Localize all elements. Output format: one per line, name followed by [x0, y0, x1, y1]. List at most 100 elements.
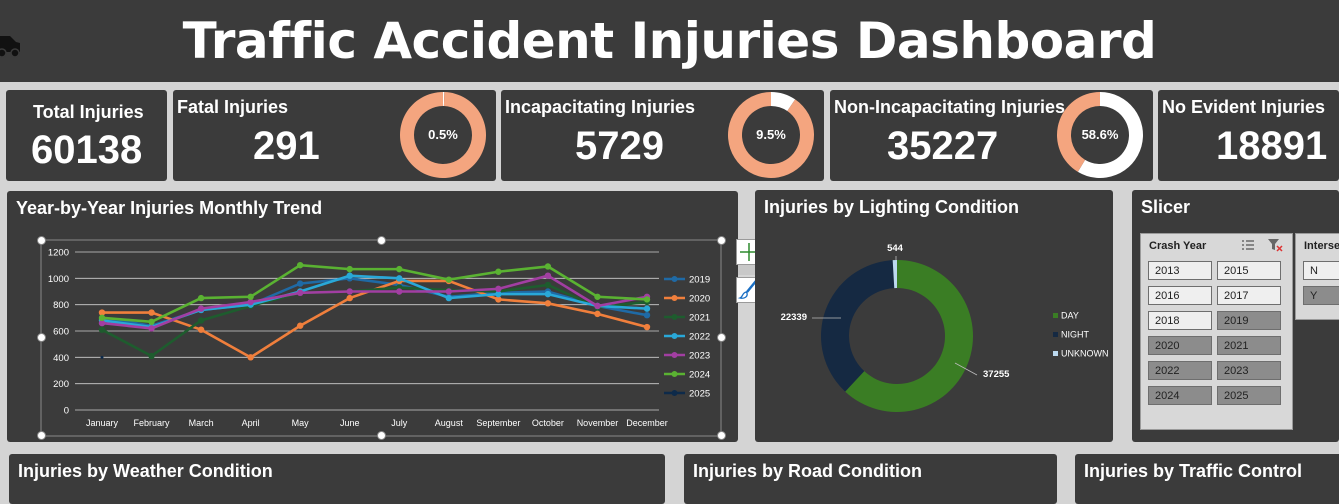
legend-label: 2020: [689, 294, 710, 305]
data-point: [495, 290, 502, 298]
data-point: [296, 322, 304, 329]
resize-handle[interactable]: [717, 236, 726, 245]
legend-marker: [671, 371, 678, 377]
data-point: [346, 288, 353, 295]
legend-marker: [671, 314, 678, 320]
data-point: [346, 272, 353, 279]
data-point: [247, 298, 254, 306]
nonincap-donut: 58.6%: [1057, 92, 1143, 178]
slicer-year-2015[interactable]: 2015: [1217, 261, 1281, 280]
data-point: [148, 325, 155, 332]
slicer-year-2025[interactable]: 2025: [1217, 386, 1281, 405]
resize-handle[interactable]: [717, 431, 726, 440]
trend-title: Year-by-Year Injuries Monthly Trend: [16, 198, 323, 218]
paintbrush-icon: [737, 280, 757, 299]
kpi-noevident-card: No Evident Injuries 18891: [1158, 90, 1339, 181]
data-point: [643, 296, 651, 303]
x-tick-label: June: [340, 418, 360, 428]
fatal-donut: 0.5%: [400, 92, 486, 178]
road-title: Injuries by Road Condition: [693, 461, 922, 481]
resize-handle[interactable]: [377, 431, 386, 440]
slicer-intersection-Y[interactable]: Y: [1303, 286, 1339, 305]
data-point: [98, 314, 106, 322]
slicer-intersection-N[interactable]: N: [1303, 261, 1339, 280]
data-point: [544, 272, 552, 279]
data-label: 37255: [983, 369, 1010, 380]
kpi-total-card: Total Injuries 60138: [6, 90, 167, 181]
traffic-panel: Injuries by Traffic Control: [1075, 454, 1339, 504]
kpi-nonincap-card: Non-Incapacitating Injuries 35227 58.6%: [830, 90, 1153, 181]
trend-chart[interactable]: 0 200 400 600 800 1000 1200 January February Marc…: [37, 238, 737, 438]
legend-marker: [671, 276, 678, 282]
weather-panel: Injuries by Weather Condition: [9, 454, 665, 504]
slicer-year-2022[interactable]: 2022: [1148, 361, 1212, 380]
data-point: [396, 288, 403, 295]
y-tick-label: 600: [53, 327, 69, 338]
data-point: [98, 309, 106, 316]
legend-label: 2023: [689, 351, 710, 362]
resize-handle[interactable]: [37, 333, 46, 342]
legend-marker: [671, 390, 678, 396]
title-bar: Traffic Accident Injuries Dashboard: [0, 0, 1339, 82]
data-point: [544, 300, 552, 307]
data-point: [100, 355, 104, 359]
slicer-year-2018[interactable]: 2018: [1148, 311, 1212, 330]
traffic-title: Injuries by Traffic Control: [1084, 461, 1303, 481]
data-point: [148, 309, 155, 316]
y-tick-label: 0: [64, 406, 69, 417]
data-point: [594, 302, 601, 310]
clear-filter-icon[interactable]: [1267, 238, 1283, 252]
slicer-year-2021[interactable]: 2021: [1217, 336, 1281, 355]
x-tick-label: September: [476, 418, 520, 428]
series-line-2021: [101, 283, 648, 358]
data-point: [445, 276, 453, 283]
slicer-year-2017[interactable]: 2017: [1217, 286, 1281, 305]
series-line-2023: [101, 274, 648, 330]
intersection-slicer[interactable]: Intersection NY: [1295, 233, 1339, 320]
lighting-chart[interactable]: 37255 22339 544 DAY NIGHT UNKNOWN: [755, 232, 1113, 442]
weather-title: Injuries by Weather Condition: [18, 461, 273, 481]
kpi-total-value: 60138: [31, 128, 143, 172]
slicer-year-2024[interactable]: 2024: [1148, 386, 1212, 405]
slicer-year-2016[interactable]: 2016: [1148, 286, 1212, 305]
legend-swatch: [1053, 351, 1058, 356]
data-point: [148, 318, 155, 325]
data-point: [544, 281, 552, 289]
crash-year-slicer[interactable]: Crash Year 2013 2015 2016 2017 2018 2019 2020 2…: [1140, 233, 1293, 430]
data-point: [247, 354, 254, 361]
resize-handle[interactable]: [37, 236, 46, 245]
resize-handle[interactable]: [37, 431, 46, 440]
donut-share-arc: [771, 92, 796, 112]
intersection-label: Intersection: [1304, 240, 1339, 252]
legend-label: 2022: [689, 332, 710, 343]
legend-label: 2019: [689, 275, 710, 286]
data-point: [197, 326, 205, 333]
slicer-year-2013[interactable]: 2013: [1148, 261, 1212, 280]
data-point: [643, 305, 651, 312]
kpi-fatal-card: Fatal Injuries 291 0.5%: [173, 90, 496, 181]
legend-label: 2021: [689, 313, 710, 324]
resize-handle[interactable]: [377, 236, 386, 245]
data-point: [396, 275, 403, 282]
data-point: [594, 310, 601, 318]
data-point: [296, 280, 304, 287]
multi-select-icon[interactable]: [1240, 238, 1256, 252]
donut-share-arc: [443, 92, 445, 107]
data-point: [445, 288, 453, 295]
kpi-nonincap-value: 35227: [887, 124, 999, 168]
incap-pct-label: 9.5%: [756, 127, 786, 142]
data-point: [643, 312, 651, 319]
chart-filter-button[interactable]: [738, 265, 756, 275]
legend-marker: [671, 352, 678, 358]
slicer-year-2019[interactable]: 2019: [1217, 311, 1281, 330]
data-label: 22339: [781, 312, 807, 323]
slicer-year-2020[interactable]: 2020: [1148, 336, 1212, 355]
kpi-incap-label: Incapacitating Injuries: [505, 97, 696, 117]
donut-share-arc: [1077, 92, 1143, 178]
legend-swatch: [1053, 332, 1058, 337]
data-point: [346, 294, 353, 302]
data-point: [495, 296, 502, 303]
resize-handle[interactable]: [717, 333, 726, 342]
nonincap-pct-label: 58.6%: [1082, 127, 1119, 142]
slicer-year-2023[interactable]: 2023: [1217, 361, 1281, 380]
